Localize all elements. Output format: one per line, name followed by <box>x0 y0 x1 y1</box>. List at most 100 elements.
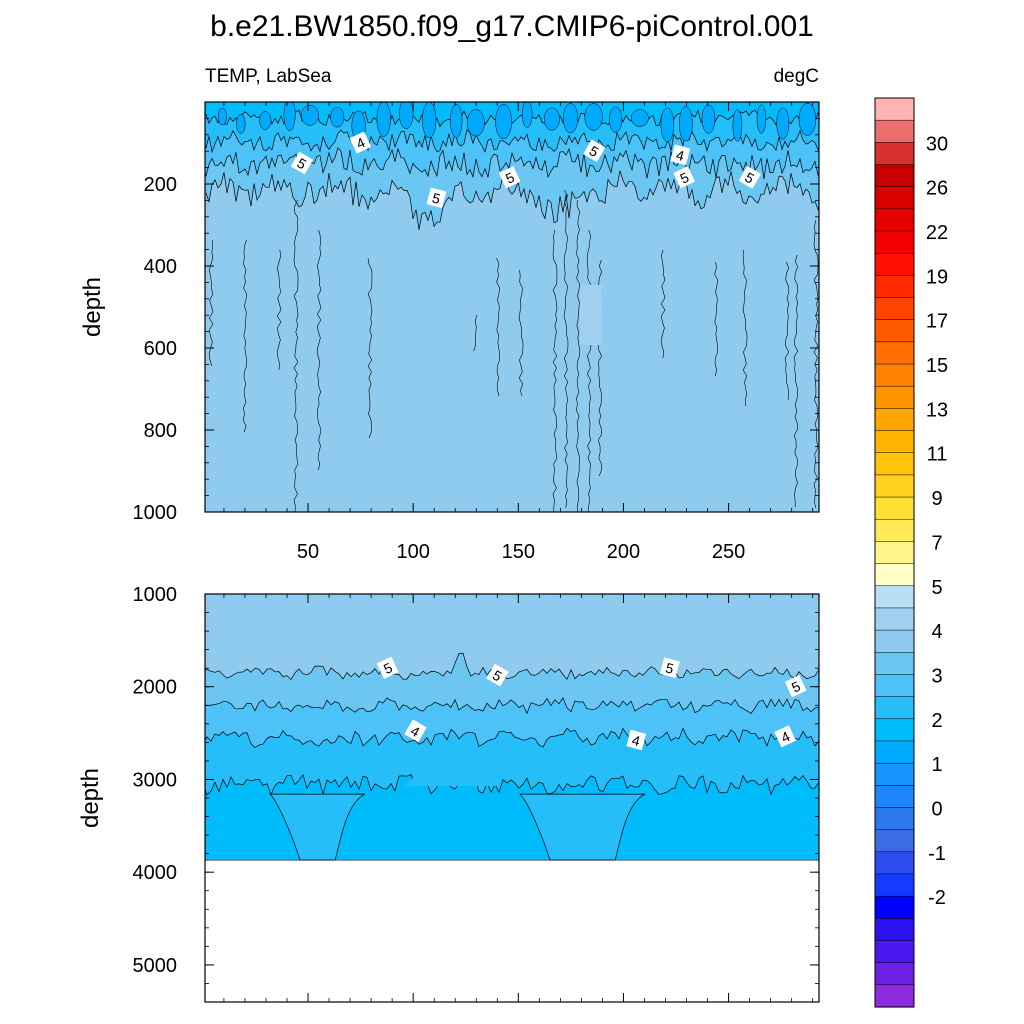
top-contour-label-bg <box>498 166 521 189</box>
bottom-contour-label-text: 4 <box>630 732 642 750</box>
top-streak-contour <box>813 219 819 509</box>
top-contour-label-bg <box>670 144 691 166</box>
colorbar-swatch <box>874 740 915 764</box>
bottom-contour-label: 5 <box>659 657 680 678</box>
colorbar-swatch <box>874 186 915 210</box>
x-tick-label: 50 <box>297 541 319 563</box>
colorbar-swatch <box>874 142 915 166</box>
colorbar-label: 5 <box>931 577 942 599</box>
top-contour-label: 4 <box>349 131 372 154</box>
bottom-contour-line <box>205 697 819 715</box>
colorbar-swatch <box>874 918 915 942</box>
top-streak-contour <box>242 239 248 433</box>
colorbar-swatch <box>874 829 915 853</box>
top-contour-label: 5 <box>290 151 314 175</box>
colorbar-label: 1 <box>931 754 942 776</box>
colorbar-swatch <box>874 408 915 432</box>
colorbar-label: 3 <box>931 665 942 687</box>
top-contour-label-text: 4 <box>674 147 686 165</box>
colorbar-swatch <box>874 230 915 254</box>
colorbar-swatch <box>874 851 915 875</box>
bottom-contour-label-bg <box>376 656 399 679</box>
top-cold-patch <box>678 106 693 142</box>
top-streak-contour <box>784 261 790 401</box>
colorbar-label: -2 <box>928 887 946 909</box>
colorbar-label: 19 <box>926 266 948 288</box>
colorbar: 30 26 22 19 17 15 13 11 9 7 5 4 3 2 1 0 -1 -2 <box>874 97 948 1008</box>
top-cold-patch <box>450 103 463 138</box>
top-plot-frame <box>204 101 820 513</box>
colorbar-label: 11 <box>927 444 948 466</box>
y-tick-label: 3000 <box>133 769 178 791</box>
y-tick-label: 2000 <box>133 677 178 699</box>
top-contour-label: 5 <box>426 187 447 209</box>
colorbar-swatch <box>874 518 915 542</box>
y-tick-label: 400 <box>144 256 177 278</box>
bottom-warm-channel <box>269 793 366 861</box>
bottom-contour-label: 4 <box>626 729 647 751</box>
colorbar-label: 7 <box>931 532 942 554</box>
colorbar-swatch <box>874 452 915 476</box>
top-cold-patch <box>466 109 485 137</box>
colorbar-label: 15 <box>926 355 948 377</box>
bottom-contour-line <box>205 727 819 748</box>
top-streak-contour <box>367 257 373 439</box>
top-streak-contour <box>714 261 719 377</box>
bottom-bump <box>405 768 500 787</box>
top-streak-contour <box>552 229 558 512</box>
colorbar-swatch <box>874 496 915 520</box>
colorbar-swatch <box>874 718 915 742</box>
top-contour-label-bg <box>290 151 314 175</box>
colorbar-swatch <box>874 252 915 276</box>
top-contour-line <box>205 129 819 154</box>
bottom-axes: 1000 2000 3000 4000 5000 <box>133 584 819 1003</box>
top-cold-patch <box>701 104 716 134</box>
bottom-contour-label: 4 <box>774 725 797 748</box>
top-streak-contour <box>293 199 299 512</box>
top-cold-patch <box>376 102 391 137</box>
top-streak-contour <box>660 249 666 359</box>
y-tick-label: 600 <box>144 338 177 360</box>
colorbar-swatch <box>874 319 915 343</box>
bottom-contour-line <box>205 774 819 796</box>
colorbar-label: 26 <box>926 178 948 200</box>
colorbar-swatch <box>874 585 915 609</box>
bottom-contour-label-bg <box>486 663 509 687</box>
colorbar-swatch <box>874 895 915 919</box>
colorbar-swatch <box>874 962 915 986</box>
top-streak-contour <box>276 249 282 371</box>
top-cold-patch <box>300 105 319 126</box>
bottom-ylabel: depth <box>77 768 104 828</box>
top-contour-label: 4 <box>670 144 691 166</box>
bottom-contour-label-bg <box>626 729 647 751</box>
colorbar-swatch <box>874 541 915 565</box>
colorbar-label: 9 <box>931 488 942 510</box>
colorbar-swatch <box>874 940 915 964</box>
x-tick-label: 150 <box>502 541 535 563</box>
colorbar-swatch <box>874 984 915 1008</box>
top-cold-patch <box>521 102 533 128</box>
top-contour-label-bg <box>673 166 696 189</box>
y-tick-label: 200 <box>144 174 177 196</box>
top-cold-patch <box>259 111 272 130</box>
top-contour-label: 5 <box>738 166 762 189</box>
colorbar-label: 13 <box>926 399 948 421</box>
top-cold-patch <box>495 104 512 140</box>
colorbar-swatch <box>874 97 915 121</box>
top-contour-label-bg <box>426 187 447 209</box>
top-streak-contour <box>208 239 214 367</box>
colorbar-label: 22 <box>926 222 948 244</box>
bottom-contour-fields <box>205 594 819 1002</box>
colorbar-swatch <box>874 785 915 809</box>
top-cold-patch <box>756 104 767 134</box>
top-cold-patch <box>630 109 649 127</box>
top-cold-patch <box>422 102 437 139</box>
top-subtitle-left: TEMP, LabSea <box>205 66 332 87</box>
colorbar-swatch <box>874 164 915 188</box>
colorbar-swatch <box>874 341 915 365</box>
top-cold-patch <box>543 107 560 131</box>
bottom-contour-labels: 5 5 5 5 4 4 4 <box>376 656 807 751</box>
